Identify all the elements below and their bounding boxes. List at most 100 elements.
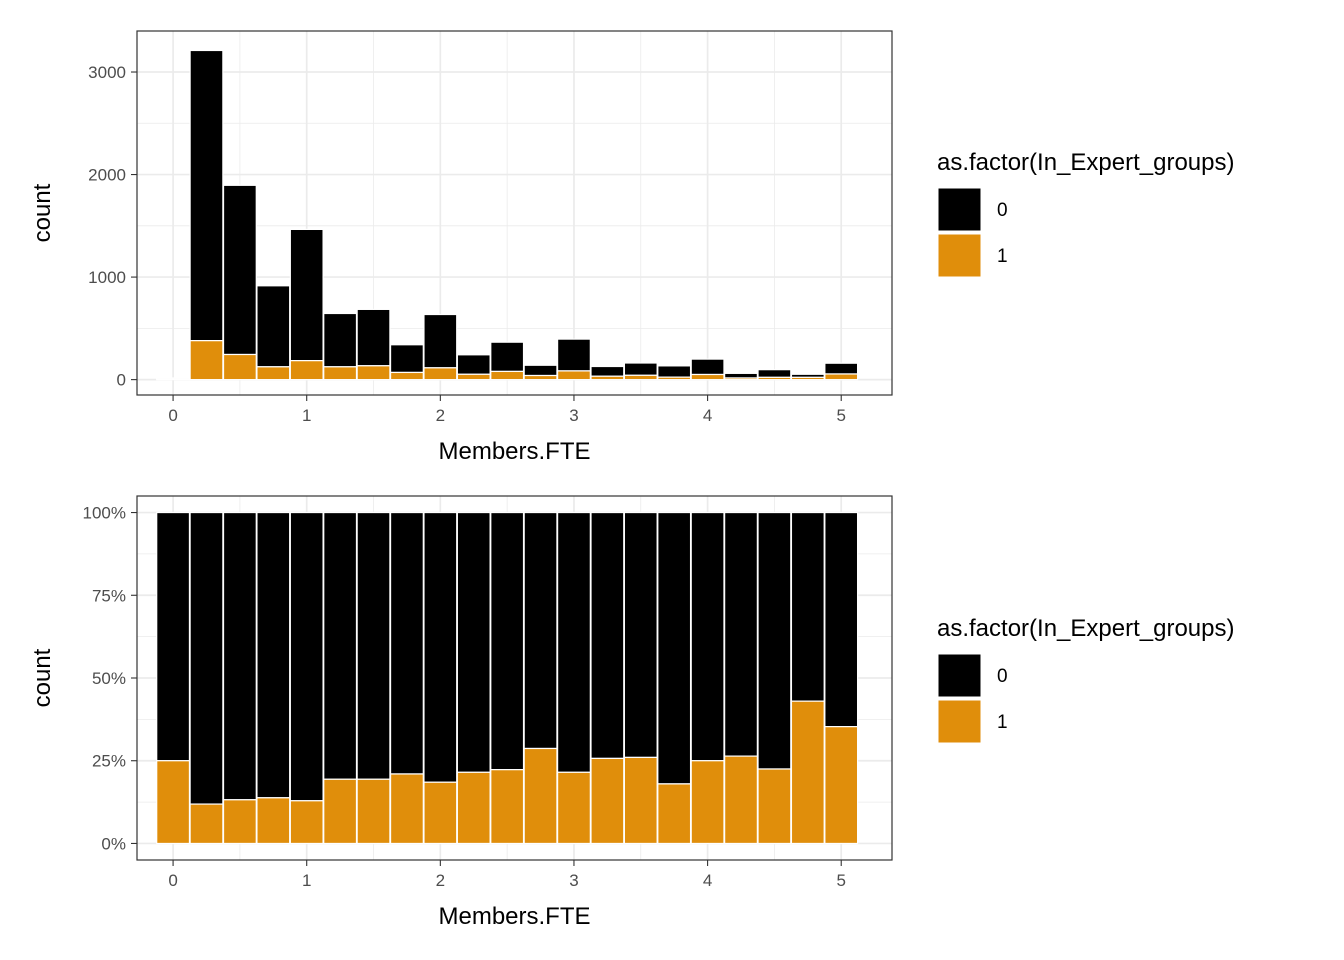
x-tick-label: 3 xyxy=(569,871,578,890)
bar-group-0-x-4.5 xyxy=(757,369,792,378)
bar-group-0-x-2 xyxy=(423,313,458,369)
legend: as.factor(In_Expert_groups) 0 1 xyxy=(937,149,1234,278)
x-tick-label: 0 xyxy=(168,871,177,890)
legend-title: as.factor(In_Expert_groups) xyxy=(937,615,1234,642)
x-tick-label: 5 xyxy=(836,871,845,890)
bar-group-1-x-3.25 xyxy=(590,375,625,381)
bar-group-1-x-1.25 xyxy=(323,366,358,381)
bar-group-1-x-0.25 xyxy=(189,340,224,381)
legend-label-0: 0 xyxy=(997,666,1008,687)
legend-key-0 xyxy=(937,653,982,698)
bar-group-1-x-2.5 xyxy=(490,370,525,381)
legend: as.factor(In_Expert_groups) 0 1 xyxy=(937,615,1234,744)
bar-group-0-x-2.25 xyxy=(456,354,491,375)
bar-group-0-x-1.5 xyxy=(356,511,391,780)
x-tick-label: 4 xyxy=(703,871,712,890)
bar-group-0-x-1 xyxy=(289,228,324,362)
y-tick-label: 50% xyxy=(92,669,126,688)
bar-group-1-x-0.25 xyxy=(189,803,224,845)
bar-group-0-x-0.75 xyxy=(256,285,291,368)
legend-label-0: 0 xyxy=(997,200,1008,221)
bar-group-0-x-5 xyxy=(824,362,859,375)
bar-group-1-x-2.5 xyxy=(490,769,525,845)
bar-group-0-x-4.5 xyxy=(757,511,792,770)
bar-group-1-x-4.5 xyxy=(757,376,792,381)
bar-group-0-x-0.5 xyxy=(222,511,257,801)
bar-group-1-x-1 xyxy=(289,360,324,381)
bar-group-0-x-3 xyxy=(556,511,591,773)
bar-group-0-x-2.5 xyxy=(490,341,525,373)
bar-group-1-x-4.75 xyxy=(790,700,825,845)
bar-group-1-x-2.75 xyxy=(523,747,558,845)
bar-group-1-x-3.5 xyxy=(623,756,658,845)
x-tick-label: 3 xyxy=(569,406,578,425)
bar-group-1-x-5 xyxy=(824,726,859,845)
bar-group-1-x-1.75 xyxy=(389,773,424,845)
filled-percent-chart: 0% 25% 50% 75% 100% 0 1 2 3 4 5 Members.FTE count as.… xyxy=(29,495,1234,930)
x-axis-title: Members.FTE xyxy=(438,438,590,465)
bar-group-0-x-0.75 xyxy=(256,511,291,799)
bar-group-1-x-3 xyxy=(556,771,591,845)
bar-group-1-x-1 xyxy=(289,800,324,845)
bar-group-1-x-2 xyxy=(423,367,458,381)
x-tick-label: 0 xyxy=(168,406,177,425)
bar-group-0-x-4 xyxy=(690,511,725,762)
bar-group-1-x-4.25 xyxy=(724,755,758,845)
x-axis-title: Members.FTE xyxy=(438,903,590,930)
bar-group-0-x-1.75 xyxy=(389,344,424,374)
bar-group-1-x-0 xyxy=(156,760,191,845)
x-tick-label: 5 xyxy=(836,406,845,425)
bar-group-1-x-3.75 xyxy=(657,783,692,845)
panel-border xyxy=(136,30,893,396)
bar-group-1-x-1.75 xyxy=(389,371,424,381)
y-tick-label: 100% xyxy=(83,504,126,523)
bar-group-0-x-1.5 xyxy=(356,308,391,367)
bar-group-0-x-3.5 xyxy=(623,511,658,759)
bar-group-0-x-0 xyxy=(156,511,191,762)
y-tick-label: 0 xyxy=(117,371,126,390)
bar-group-1-x-0.5 xyxy=(222,353,257,381)
bar-group-0-x-5 xyxy=(824,511,859,728)
bar-group-0-x-2.25 xyxy=(456,511,491,773)
bar-group-1-x-2.25 xyxy=(456,771,491,845)
legend-label-1: 1 xyxy=(997,712,1008,733)
bar-group-1-x-0.75 xyxy=(256,366,291,381)
legend-key-1 xyxy=(937,233,982,278)
bar-group-1-x-4.25 xyxy=(724,377,758,381)
bar-group-1-x-3 xyxy=(556,370,591,381)
bar-group-1-x-0.75 xyxy=(256,797,291,845)
bar-group-1-x-4.5 xyxy=(757,768,792,845)
bar-group-0-x-1.25 xyxy=(323,511,358,780)
bar-group-0-x-1.75 xyxy=(389,511,424,775)
bar-group-0-x-2.75 xyxy=(523,364,558,377)
y-axis-title: count xyxy=(29,183,56,242)
bar-group-1-x-3.75 xyxy=(657,376,692,381)
bar-group-1-x-4 xyxy=(690,760,725,845)
bar-group-1-x-1.5 xyxy=(356,365,391,381)
x-tick-label: 2 xyxy=(436,406,445,425)
legend-key-1 xyxy=(937,699,982,744)
legend-key-0 xyxy=(937,187,982,232)
bar-group-1-x-1.5 xyxy=(356,778,391,845)
bar-group-0-x-3 xyxy=(556,338,591,372)
bar-group-1-x-4.75 xyxy=(790,376,825,381)
bar-group-1-x-4 xyxy=(690,373,725,381)
bar-group-1-x-3.25 xyxy=(590,757,625,845)
bar-group-0-x-0.25 xyxy=(189,49,224,342)
bar-group-1-x-2.25 xyxy=(456,373,491,381)
bar-group-1-x-3.5 xyxy=(623,374,658,381)
bar-group-0-x-3.25 xyxy=(590,365,625,377)
y-axis-title: count xyxy=(29,648,56,707)
legend-label-1: 1 xyxy=(997,246,1008,267)
bar-group-0-x-1.25 xyxy=(323,312,358,368)
stacked-count-chart: 0 1000 2000 3000 0 1 2 3 4 5 Members.FTE count as.fa… xyxy=(29,30,1234,465)
bar-group-0-x-4 xyxy=(690,358,725,376)
bar-group-0-x-0.5 xyxy=(222,184,257,356)
y-tick-label: 0% xyxy=(101,834,126,853)
x-tick-label: 1 xyxy=(302,871,311,890)
bar-group-0-x-2 xyxy=(423,511,458,783)
bar-group-0-x-3.75 xyxy=(657,511,692,785)
bar-group-1-x-2.75 xyxy=(523,374,558,381)
bar-group-0-x-1 xyxy=(289,511,324,802)
bar-group-0-x-4.25 xyxy=(724,511,758,757)
